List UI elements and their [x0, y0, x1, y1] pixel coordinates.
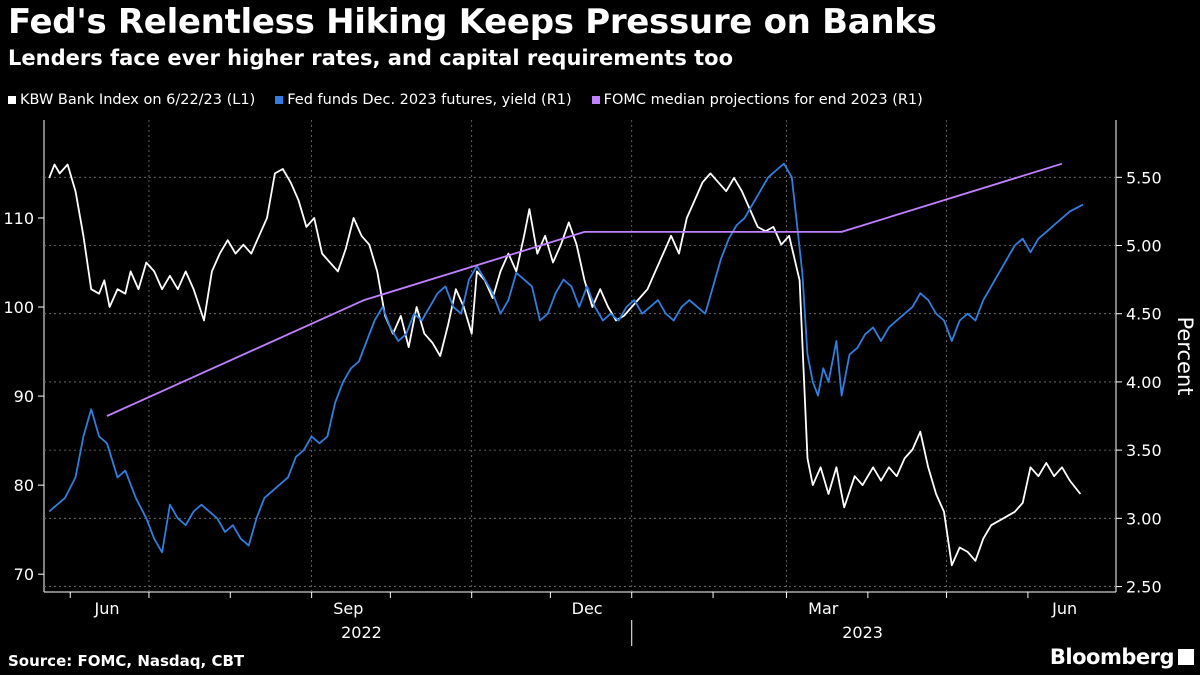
- chart-title: Fed's Relentless Hiking Keeps Pressure o…: [8, 2, 937, 42]
- x-tick-label: Dec: [572, 599, 603, 618]
- y-tick-label-right: 3.00: [1126, 509, 1162, 528]
- legend-label-kbw: KBW Bank Index on 6/22/23 (L1): [20, 92, 256, 108]
- legend-item-fed-funds: Fed funds Dec. 2023 futures, yield (R1): [275, 92, 572, 108]
- x-tick-label: Sep: [333, 599, 363, 618]
- legend-label-fomc: FOMC median projections for end 2023 (R1…: [603, 92, 923, 108]
- x-year-label: 2023: [842, 623, 883, 642]
- bloomberg-logo: Bloomberg: [1049, 645, 1175, 669]
- x-tick-label: Jun: [1051, 599, 1077, 618]
- legend-swatch-fed-funds: [275, 96, 284, 104]
- legend-item-fomc: FOMC median projections for end 2023 (R1…: [591, 92, 923, 108]
- y-tick-label-left: 90: [14, 387, 34, 406]
- y-tick-label-left: 80: [14, 476, 34, 495]
- legend-item-kbw: KBW Bank Index on 6/22/23 (L1): [8, 92, 255, 108]
- y-tick-label-right: 5.00: [1126, 237, 1162, 256]
- y-tick-label-right: 2.50: [1126, 578, 1162, 597]
- y-tick-label-right: 4.00: [1126, 373, 1162, 392]
- bloomberg-terminal-icon: [1178, 649, 1194, 665]
- y-tick-label-right: 3.50: [1126, 441, 1162, 460]
- series-line-fed-funds-futures: [48, 162, 1084, 554]
- y-tick-label-right: 5.50: [1126, 168, 1162, 187]
- x-tick-label: Mar: [808, 599, 839, 618]
- legend-label-fed-funds: Fed funds Dec. 2023 futures, yield (R1): [287, 92, 572, 108]
- y-tick-label-left: 70: [14, 565, 34, 584]
- legend: KBW Bank Index on 6/22/23 (L1) Fed funds…: [8, 92, 923, 108]
- y-tick-label-left: 110: [3, 209, 34, 228]
- legend-swatch-kbw: [8, 96, 16, 104]
- series-line-fomc-projections: [106, 162, 1063, 417]
- y-tick-label-right: 4.50: [1126, 305, 1162, 324]
- series-line-kbw-bank-index: [48, 163, 1082, 567]
- y-axis-right-label: Percent: [1173, 316, 1197, 395]
- y-tick-label-left: 100: [3, 298, 34, 317]
- legend-swatch-fomc: [591, 96, 600, 104]
- x-year-label: 2022: [341, 623, 382, 642]
- x-tick-label: Jun: [93, 599, 119, 618]
- source-note: Source: FOMC, Nasdaq, CBT: [8, 652, 245, 670]
- chart-subtitle: Lenders face ever higher rates, and capi…: [8, 46, 734, 70]
